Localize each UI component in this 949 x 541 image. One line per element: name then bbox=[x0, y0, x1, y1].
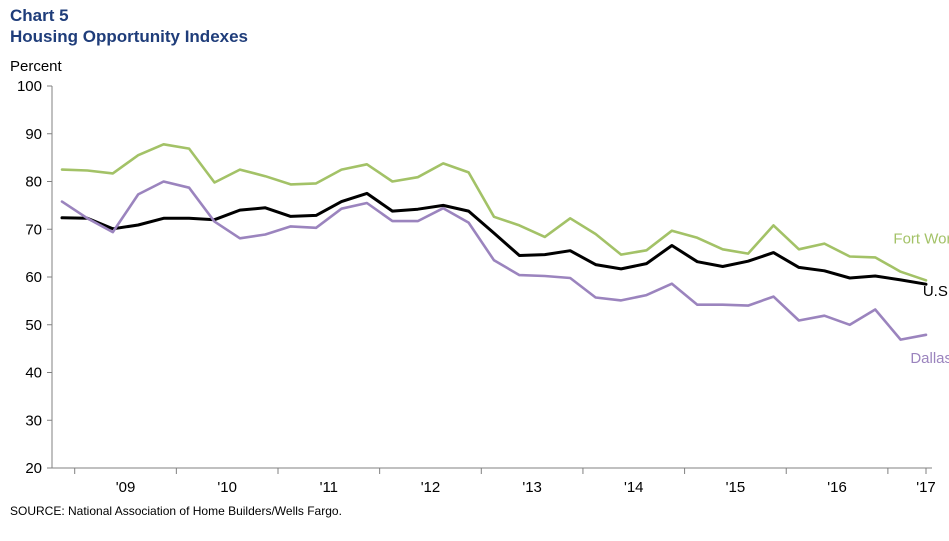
y-tick-label: 20 bbox=[25, 460, 42, 477]
x-tick-label: '12 bbox=[421, 479, 441, 496]
x-tick-label: '13 bbox=[522, 479, 542, 496]
x-tick-label: '11 bbox=[320, 479, 338, 496]
line-chart: 20 30 40 50 60 70 80 90 100 '09 '10 '11 '12 '13 '14 '15… bbox=[17, 78, 949, 496]
source-note: SOURCE: National Association of Home Bui… bbox=[10, 504, 342, 518]
x-tick-label: '17 bbox=[916, 479, 936, 496]
chart-title: Housing Opportunity Indexes bbox=[10, 27, 249, 46]
y-tick-label: 70 bbox=[25, 221, 42, 238]
series-label-fort-worth: Fort Worth bbox=[893, 230, 949, 247]
y-tick-label: 100 bbox=[17, 78, 42, 95]
series-line-u-s bbox=[60, 191, 928, 286]
y-tick-label: 80 bbox=[25, 174, 42, 191]
y-tick-label: 90 bbox=[25, 126, 42, 143]
x-tick-label: '14 bbox=[624, 479, 644, 496]
series-line-dallas bbox=[60, 180, 928, 341]
x-tick-label: '10 bbox=[217, 479, 237, 496]
x-tick-label: '16 bbox=[827, 479, 847, 496]
y-tick-label: 40 bbox=[25, 365, 42, 382]
y-axis-label: Percent bbox=[10, 58, 62, 75]
y-tick-label: 50 bbox=[25, 317, 42, 334]
series-label-u-s: U.S. bbox=[923, 283, 949, 300]
y-tick-label: 30 bbox=[25, 412, 42, 429]
x-tick-label: '15 bbox=[726, 479, 746, 496]
x-tick-label: '09 bbox=[116, 479, 136, 496]
y-tick-label: 60 bbox=[25, 269, 42, 286]
series-label-dallas: Dallas bbox=[910, 350, 949, 367]
chart-number: Chart 5 bbox=[10, 6, 69, 25]
series-line-fort-worth bbox=[60, 143, 928, 282]
